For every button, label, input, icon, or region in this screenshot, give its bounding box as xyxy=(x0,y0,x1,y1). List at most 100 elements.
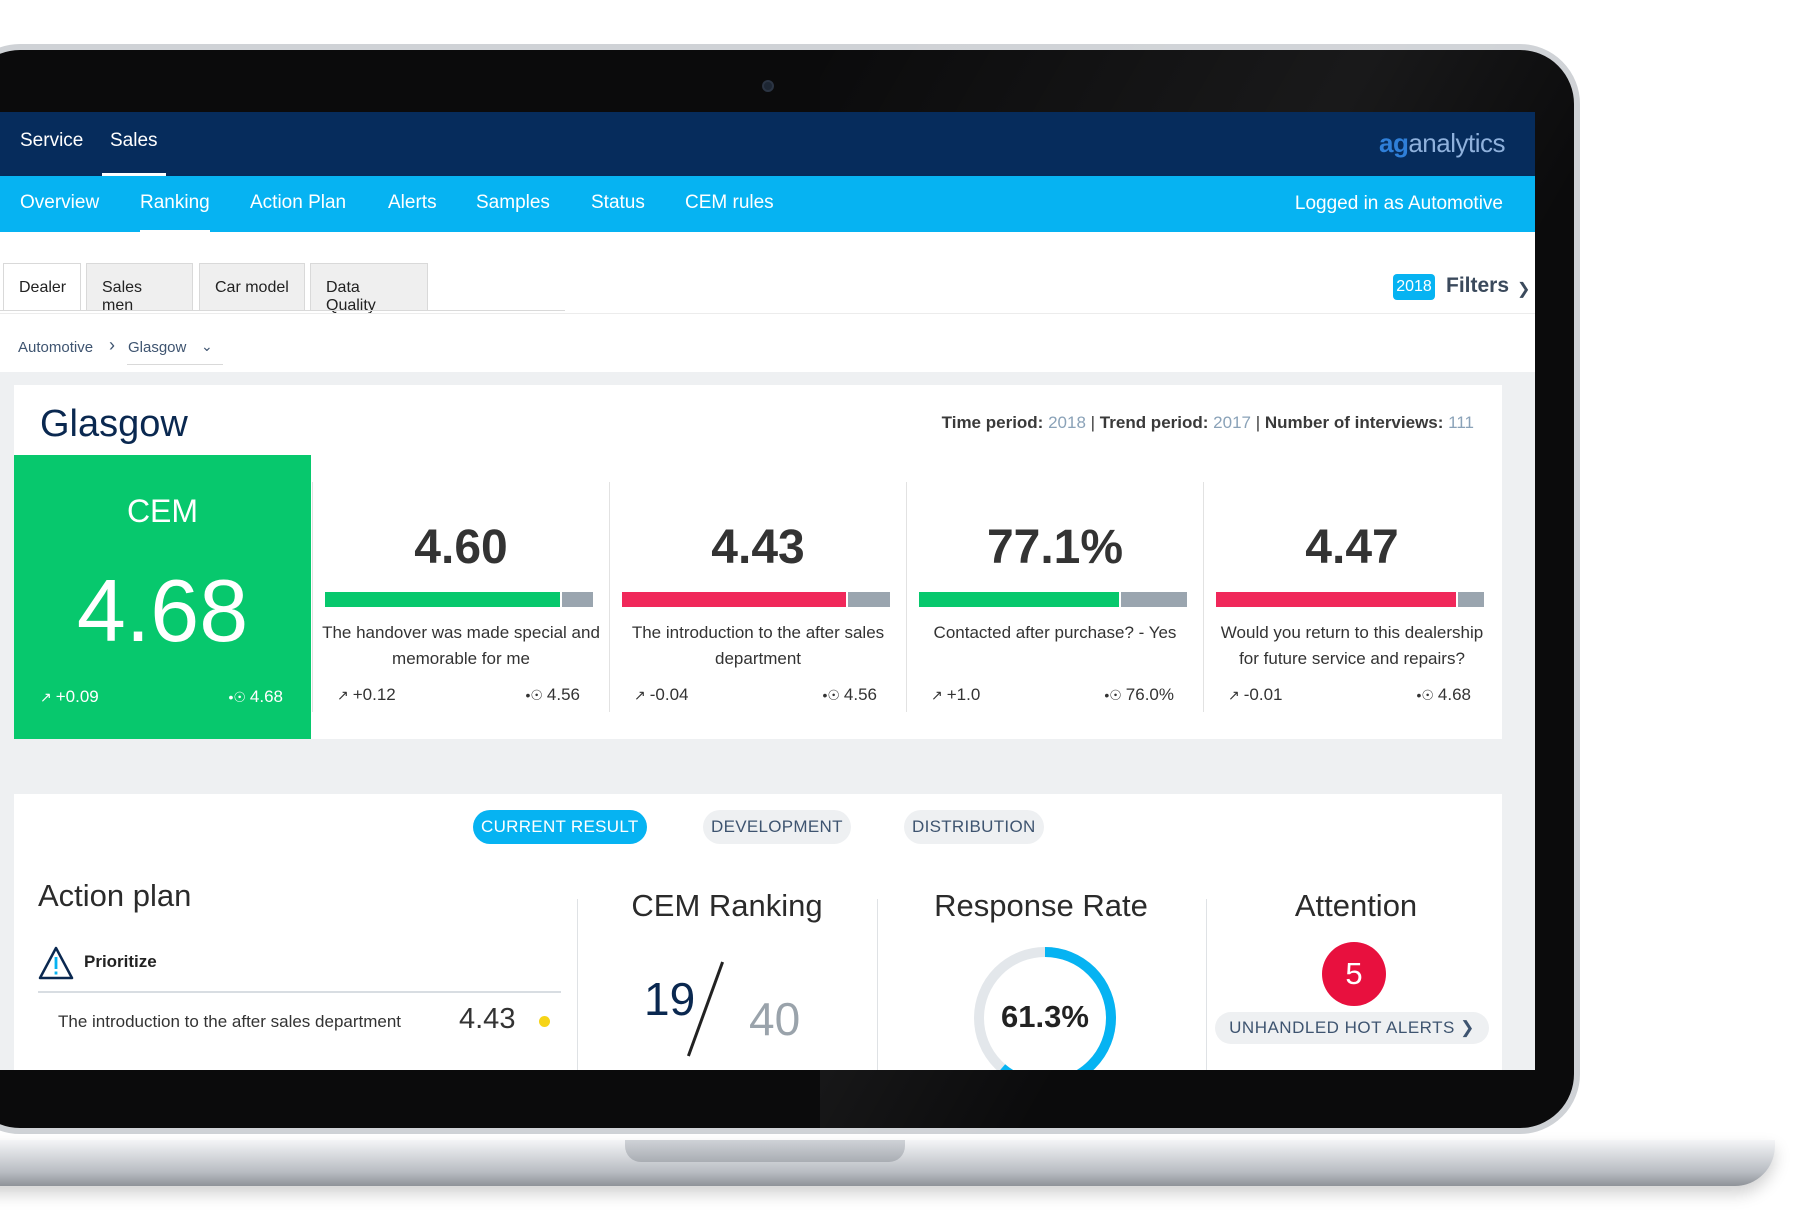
warning-triangle-icon xyxy=(38,946,74,980)
kpi-benchmark-marker xyxy=(1456,590,1459,609)
time-period-value: 2018 xyxy=(1048,413,1086,432)
camera-icon xyxy=(762,80,774,92)
chevron-down-icon[interactable]: ❯ xyxy=(1517,281,1531,298)
kpi-card[interactable]: 77.1% Contacted after purchase? - Yes ↗ +… xyxy=(906,482,1202,712)
tab-sales-men[interactable]: Sales men xyxy=(86,263,193,314)
kpi-description: Contacted after purchase? - Yes xyxy=(933,623,1177,642)
results-card: CURRENT RESULT DEVELOPMENT DISTRIBUTION … xyxy=(14,794,1502,1070)
benchmark-target-icon: •☉ xyxy=(228,689,246,705)
trend-up-icon: ↗ xyxy=(634,687,646,703)
donut-progress-arc xyxy=(974,947,1116,1070)
cem-trend: ↗ +0.09 xyxy=(40,687,99,707)
kpi-card[interactable]: 4.47 Would you return to this dealership… xyxy=(1203,482,1499,712)
trend-up-icon: ↗ xyxy=(931,687,943,703)
kpi-benchmark-value: 76.0% xyxy=(1125,685,1174,704)
cem-label: CEM xyxy=(126,493,199,529)
app-screen: Service Sales aganalytics Overview Ranki… xyxy=(0,112,1535,1070)
interviews-value: 111 xyxy=(1448,413,1474,432)
subnav-status[interactable]: Status xyxy=(591,192,645,213)
chevron-right-icon: › xyxy=(109,335,115,355)
kpi-benchmark-value: 4.68 xyxy=(1437,685,1471,704)
kpi-benchmark-marker xyxy=(846,590,849,609)
meta-separator: | xyxy=(1255,413,1261,432)
attention-title: Attention xyxy=(1294,888,1418,923)
view-distribution[interactable]: DISTRIBUTION xyxy=(904,810,1044,844)
kpi-description: The introduction to the after sales depa… xyxy=(631,623,885,668)
view-development[interactable]: DEVELOPMENT xyxy=(703,810,851,844)
trend-period-label: Trend period: xyxy=(1099,413,1209,432)
view-current-result[interactable]: CURRENT RESULT xyxy=(473,810,647,844)
logged-in-label: Logged in as Automotive xyxy=(1294,193,1503,214)
cem-score-card[interactable]: CEM 4.68 ↗ +0.09 •☉ 4.68 xyxy=(14,455,311,739)
kpi-benchmark-value: 4.56 xyxy=(843,685,877,704)
kpi-progress-fill xyxy=(919,592,1120,607)
benchmark-target-icon: •☉ xyxy=(525,687,543,703)
tab-car-model[interactable]: Car model xyxy=(199,263,305,311)
subnav-overview[interactable]: Overview xyxy=(20,192,100,213)
benchmark-target-icon: •☉ xyxy=(1104,687,1122,703)
trend-up-icon: ↗ xyxy=(337,687,349,703)
year-badge[interactable]: 2018 xyxy=(1393,274,1435,300)
kpi-card[interactable]: 4.43 The introduction to the after sales… xyxy=(609,482,905,712)
kpi-progress-bar xyxy=(1216,590,1484,609)
chevron-down-icon[interactable]: ⌄ xyxy=(201,338,213,354)
tab-dealer[interactable]: Dealer xyxy=(3,263,81,311)
kpi-value: 4.47 xyxy=(1305,521,1399,574)
brand-logo: aganalytics xyxy=(1379,128,1505,159)
kpi-trend-value: -0.01 xyxy=(1243,685,1283,704)
kpi-card[interactable]: 4.60 The handover was made special and m… xyxy=(312,482,608,712)
header-divider xyxy=(0,313,1535,314)
subnav-cem-rules[interactable]: CEM rules xyxy=(685,192,774,213)
breadcrumb-root[interactable]: Automotive xyxy=(18,339,94,356)
kpi-progress-bar xyxy=(919,590,1187,609)
kpi-value: 77.1% xyxy=(986,521,1124,574)
action-plan-item-value: 4.43 xyxy=(459,1003,516,1035)
cem-benchmark-value: 4.68 xyxy=(249,687,283,706)
kpi-description: The handover was made special and memora… xyxy=(322,623,600,668)
summary-card: Glasgow Time period: 2018 | Trend period… xyxy=(14,385,1502,739)
subnav-samples[interactable]: Samples xyxy=(476,192,550,213)
filters-toggle[interactable]: Filters xyxy=(1446,274,1510,297)
benchmark-target-icon: •☉ xyxy=(822,687,840,703)
kpi-benchmark-value: 4.56 xyxy=(546,685,580,704)
cem-rank-value: 19 xyxy=(644,973,696,1025)
kpi-trend: ↗ +1.0 xyxy=(931,685,980,705)
chevron-right-icon: ❯ xyxy=(1460,1018,1475,1037)
cem-benchmark: •☉ 4.68 xyxy=(228,687,283,707)
panel-divider xyxy=(577,899,578,1070)
period-meta: Time period: 2018 | Trend period: 2017 |… xyxy=(942,413,1474,433)
nav-sales[interactable]: Sales xyxy=(102,130,165,176)
brand-suffix: analytics xyxy=(1408,128,1505,158)
kpi-trend: ↗ +0.12 xyxy=(337,685,396,705)
breadcrumb-current[interactable]: Glasgow xyxy=(128,339,187,356)
meta-separator: | xyxy=(1090,413,1096,432)
alert-count-badge[interactable]: 5 xyxy=(1322,942,1386,1006)
kpi-trend-value: +1.0 xyxy=(946,685,981,704)
trend-period-value: 2017 xyxy=(1213,413,1251,432)
benchmark-target-icon: •☉ xyxy=(1416,687,1434,703)
subnav-ranking[interactable]: Ranking xyxy=(140,192,210,233)
tab-data-quality[interactable]: Data Quality xyxy=(310,263,428,314)
kpi-progress-fill xyxy=(1216,592,1458,607)
response-rate-title: Response Rate xyxy=(934,888,1148,923)
breadcrumb-underline xyxy=(127,364,223,365)
action-plan-item-label[interactable]: The introduction to the after sales depa… xyxy=(58,1012,402,1031)
status-dot xyxy=(539,1016,550,1027)
cem-trend-value: +0.09 xyxy=(55,687,99,706)
response-rate-donut xyxy=(974,947,1116,1070)
kpi-trend-value: -0.04 xyxy=(649,685,689,704)
subnav-alerts[interactable]: Alerts xyxy=(388,192,437,213)
action-plan-divider xyxy=(38,991,561,993)
panel-divider xyxy=(1206,899,1207,1070)
kpi-benchmark-marker xyxy=(1119,590,1121,609)
interviews-label: Number of interviews: xyxy=(1264,413,1444,432)
nav-service[interactable]: Service xyxy=(20,130,84,151)
kpi-benchmark-marker xyxy=(559,590,562,609)
unhandled-hot-alerts-button[interactable]: UNHANDLED HOT ALERTS ❯ xyxy=(1215,1012,1489,1044)
kpi-description: Would you return to this dealership for … xyxy=(1220,623,1484,668)
kpi-benchmark: •☉ 4.56 xyxy=(525,685,580,705)
cem-value: 4.68 xyxy=(76,561,249,660)
subnav-action-plan[interactable]: Action Plan xyxy=(250,192,347,213)
trend-up-icon: ↗ xyxy=(40,689,52,705)
prioritize-label: Prioritize xyxy=(84,952,157,971)
